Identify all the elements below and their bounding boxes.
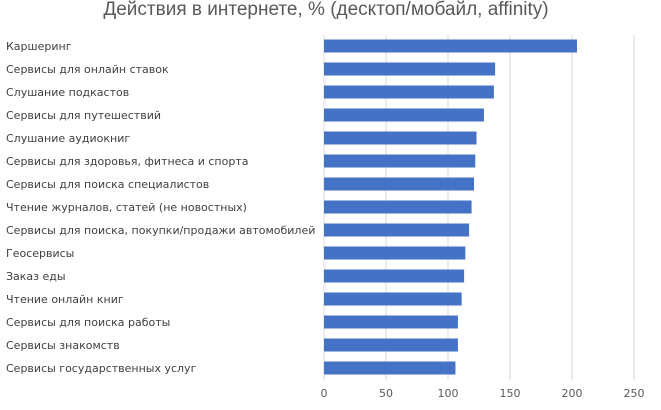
bar: [324, 62, 496, 76]
bar: [324, 223, 470, 237]
category-label: Слушание подкастов: [6, 86, 129, 99]
category-label: Сервисы знакомств: [6, 339, 120, 352]
category-label: Геосервисы: [6, 247, 74, 260]
bar: [324, 154, 476, 168]
x-tick-label: 100: [438, 387, 459, 400]
category-label: Сервисы для здоровья, фитнеса и спорта: [6, 155, 248, 168]
x-axis-tick-labels: 0 50 100 150 200 250: [321, 387, 645, 400]
x-tick-label: 50: [379, 387, 393, 400]
bar: [324, 246, 466, 260]
x-tick-label: 0: [321, 387, 328, 400]
category-label: Каршеринг: [6, 40, 72, 53]
bar: [324, 200, 472, 214]
bar: [324, 269, 465, 283]
bars: [324, 39, 577, 375]
x-tick-label: 250: [624, 387, 645, 400]
x-tick-label: 200: [562, 387, 583, 400]
bar: [324, 338, 458, 352]
chart-title: Действия в интернете, % (десктоп/мобайл,…: [103, 0, 548, 20]
category-label: Сервисы для поиска работы: [6, 316, 170, 329]
category-label: Сервисы для путешествий: [6, 109, 161, 122]
category-labels: Каршеринг Сервисы для онлайн ставок Слушан…: [6, 40, 315, 375]
category-label: Заказ еды: [6, 270, 66, 283]
bar: [324, 131, 477, 145]
category-label: Слушание аудиокниг: [6, 132, 130, 145]
bar: [324, 177, 475, 191]
category-label: Чтение онлайн книг: [6, 293, 124, 306]
bar: [324, 39, 577, 53]
category-label: Сервисы для поиска, покупки/продажи авто…: [6, 224, 315, 237]
category-label: Сервисы для поиска специалистов: [6, 178, 209, 191]
bar: [324, 85, 494, 99]
bar: [324, 108, 484, 122]
bar: [324, 292, 462, 306]
x-tick-label: 150: [500, 387, 521, 400]
bar: [324, 315, 458, 329]
bar: [324, 361, 456, 375]
category-label: Чтение журналов, статей (не новостных): [6, 201, 247, 214]
category-label: Сервисы для онлайн ставок: [6, 63, 169, 76]
category-label: Сервисы государственных услуг: [6, 362, 197, 375]
